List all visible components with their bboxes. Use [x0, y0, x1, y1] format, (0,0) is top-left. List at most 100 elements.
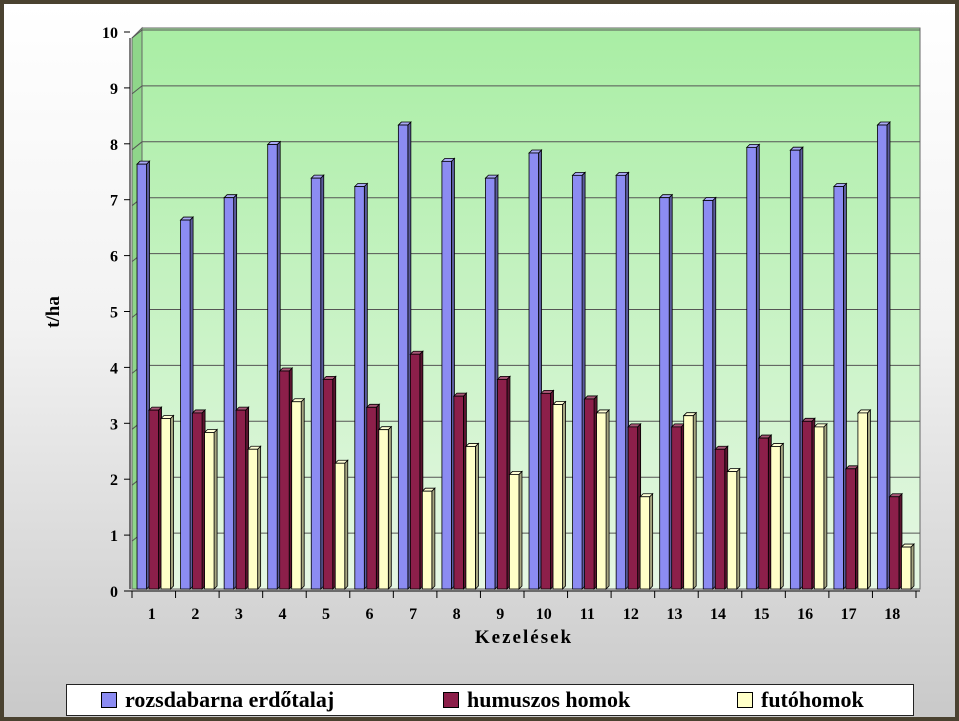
y-axis-label: t/ha: [43, 296, 64, 328]
x-tick-label: 6: [366, 606, 374, 623]
bar-side: [518, 470, 523, 590]
legend-item-rozsdabarna: rozsdabarna erdőtalaj: [101, 687, 335, 712]
bar: [789, 149, 801, 590]
bar: [136, 163, 147, 590]
bar-side: [300, 397, 305, 590]
bar-side: [779, 442, 784, 590]
x-tick-label: 5: [322, 606, 330, 623]
bar: [160, 418, 171, 590]
bar: [889, 496, 900, 590]
gridline-diag: [131, 85, 143, 95]
bar: [552, 404, 563, 590]
bar: [421, 490, 433, 590]
bar: [235, 409, 247, 590]
bar: [833, 186, 844, 590]
bar-side: [649, 492, 654, 590]
x-tick-label: 12: [623, 606, 639, 623]
bar-side: [213, 428, 218, 590]
bar: [615, 174, 627, 590]
bar-side: [257, 445, 262, 590]
y-tick-label: 5: [110, 305, 118, 322]
legend-label: humuszos homok: [467, 687, 631, 712]
y-tick-label: 6: [110, 249, 118, 266]
bar: [877, 124, 888, 590]
bar: [334, 462, 346, 590]
x-tick-label: 18: [884, 606, 900, 623]
legend-item-humuszos: humuszos homok: [443, 687, 631, 712]
x-tick-label: 7: [409, 606, 417, 623]
gridline-diag: [131, 141, 143, 151]
bar: [192, 412, 203, 590]
bar: [714, 448, 726, 590]
bar: [901, 546, 912, 590]
bar-side: [692, 411, 697, 590]
bar: [726, 471, 738, 590]
bar-side: [562, 400, 566, 590]
bar: [441, 160, 452, 590]
bar-side: [823, 422, 828, 590]
legend-swatch-blue: [101, 692, 117, 708]
bar: [509, 474, 520, 590]
legend-label: rozsdabarna erdőtalaj: [125, 687, 335, 712]
bar: [397, 124, 409, 590]
legend: rozsdabarna erdőtalaj humuszos homok fut…: [66, 684, 914, 716]
y-tick-label: 3: [110, 416, 118, 433]
bar: [813, 426, 825, 590]
bar: [223, 197, 235, 590]
x-tick-label: 1: [148, 606, 156, 623]
bar: [770, 446, 781, 590]
bar: [279, 370, 290, 590]
bar: [378, 429, 389, 590]
bar: [540, 392, 551, 590]
y-tick-label: 7: [110, 193, 118, 210]
bar: [322, 378, 334, 590]
x-tick-label: 16: [797, 606, 813, 623]
bar: [857, 412, 868, 590]
bar-side: [170, 414, 174, 590]
legend-swatch-maroon: [443, 692, 459, 708]
y-tick-label: 4: [110, 360, 118, 377]
legend-label: futóhomok: [761, 687, 864, 712]
y-tick-label: 0: [110, 584, 118, 601]
bar: [247, 448, 259, 590]
y-tick-label: 9: [110, 81, 118, 98]
legend-swatch-cream: [737, 692, 753, 708]
bar-side: [867, 408, 871, 590]
bar: [528, 152, 539, 590]
y-tick-label: 1: [110, 528, 118, 545]
bar: [845, 468, 856, 590]
bar: [465, 446, 476, 590]
x-tick-label: 15: [754, 606, 770, 623]
y-tick-label: 8: [110, 137, 118, 154]
x-tick-label: 3: [235, 606, 243, 623]
bar: [267, 144, 278, 590]
bar: [310, 177, 322, 590]
bar-side: [475, 442, 479, 590]
bar-side: [387, 425, 392, 590]
gridline-diag: [131, 29, 143, 39]
bar: [758, 437, 769, 590]
bar: [801, 420, 813, 590]
bar: [671, 426, 682, 590]
x-tick-label: 8: [453, 606, 461, 623]
bar-side: [910, 543, 915, 590]
x-tick-label: 4: [278, 606, 286, 623]
bar: [409, 353, 421, 590]
bar: [180, 219, 191, 590]
bar: [639, 496, 651, 590]
bar: [683, 415, 694, 590]
bar: [746, 146, 757, 590]
bar-side: [344, 459, 349, 590]
y-tick-label: 2: [110, 472, 118, 489]
bar: [572, 174, 583, 590]
bar: [627, 426, 639, 590]
y-tick-label: 10: [102, 25, 118, 42]
slide-frame: 0 1 2 3 4 5 6 7 8 9 10 1 2 3 4 5 6 7 8 9 10 11 12 13 14 15 16 17 18 …: [4, 4, 955, 717]
x-tick-label: 11: [580, 606, 595, 623]
bar: [204, 432, 215, 590]
x-tick-label: 2: [191, 606, 199, 623]
bar: [453, 395, 464, 590]
bar: [659, 197, 670, 590]
bar: [354, 186, 365, 590]
